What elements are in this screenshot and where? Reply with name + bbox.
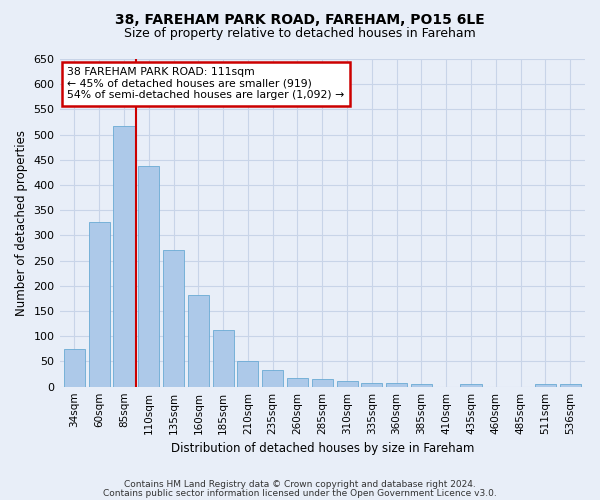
Bar [535,384,556,386]
Bar [460,384,482,386]
Bar [212,330,233,386]
Bar [411,384,432,386]
Text: Contains HM Land Registry data © Crown copyright and database right 2024.: Contains HM Land Registry data © Crown c… [124,480,476,489]
Bar [138,166,160,386]
Text: Size of property relative to detached houses in Fareham: Size of property relative to detached ho… [124,28,476,40]
Text: 38, FAREHAM PARK ROAD, FAREHAM, PO15 6LE: 38, FAREHAM PARK ROAD, FAREHAM, PO15 6LE [115,12,485,26]
Y-axis label: Number of detached properties: Number of detached properties [15,130,28,316]
X-axis label: Distribution of detached houses by size in Fareham: Distribution of detached houses by size … [170,442,474,455]
Bar [163,250,184,386]
Bar [188,296,209,386]
Bar [287,378,308,386]
Text: 38 FAREHAM PARK ROAD: 111sqm
← 45% of detached houses are smaller (919)
54% of s: 38 FAREHAM PARK ROAD: 111sqm ← 45% of de… [67,67,344,100]
Bar [560,384,581,386]
Bar [337,380,358,386]
Bar [64,349,85,387]
Bar [113,126,134,386]
Bar [386,383,407,386]
Bar [262,370,283,386]
Text: Contains public sector information licensed under the Open Government Licence v3: Contains public sector information licen… [103,488,497,498]
Bar [89,222,110,386]
Bar [361,382,382,386]
Bar [312,379,333,386]
Bar [238,362,259,386]
